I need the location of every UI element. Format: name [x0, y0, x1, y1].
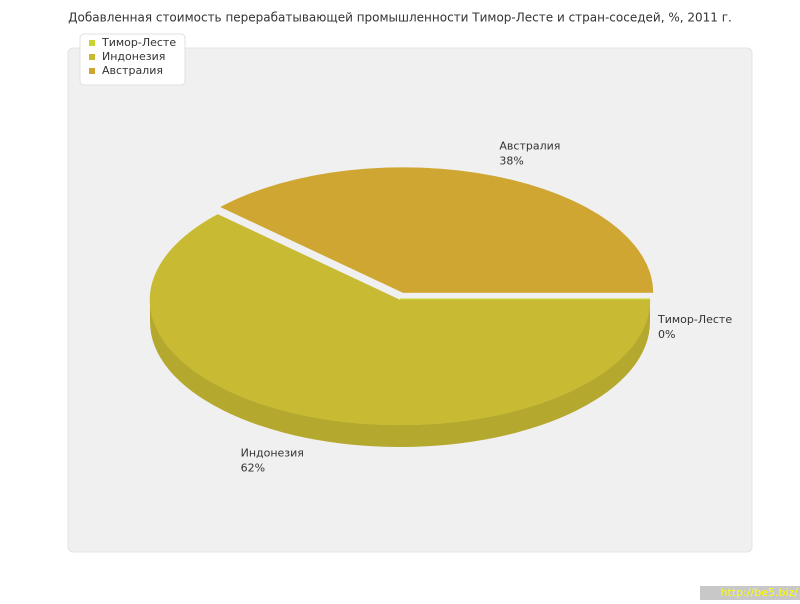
- slice-side: [150, 300, 650, 447]
- data-label-name: Австралия: [499, 140, 560, 153]
- data-label-value: 0%: [658, 328, 675, 341]
- legend-label: Австралия: [102, 64, 163, 77]
- legend-swatch: [89, 40, 95, 46]
- legend-swatch: [89, 68, 95, 74]
- legend-label: Тимор-Лесте: [101, 36, 176, 49]
- slice: [220, 167, 654, 293]
- watermark: http://be5.biz/: [721, 586, 799, 599]
- slice: [149, 214, 651, 426]
- data-label-name: Индонезия: [241, 446, 304, 459]
- legend-label: Индонезия: [102, 50, 165, 63]
- legend-box: [79, 33, 186, 86]
- data-label-value: 38%: [499, 155, 523, 168]
- legend-swatch: [89, 54, 95, 60]
- chart-title: Добавленная стоимость перерабатывающей п…: [68, 11, 732, 25]
- data-label-name: Тимор-Лесте: [657, 313, 732, 326]
- watermark-bg: [700, 586, 800, 600]
- data-label-value: 62%: [241, 461, 265, 474]
- pie: [149, 167, 654, 447]
